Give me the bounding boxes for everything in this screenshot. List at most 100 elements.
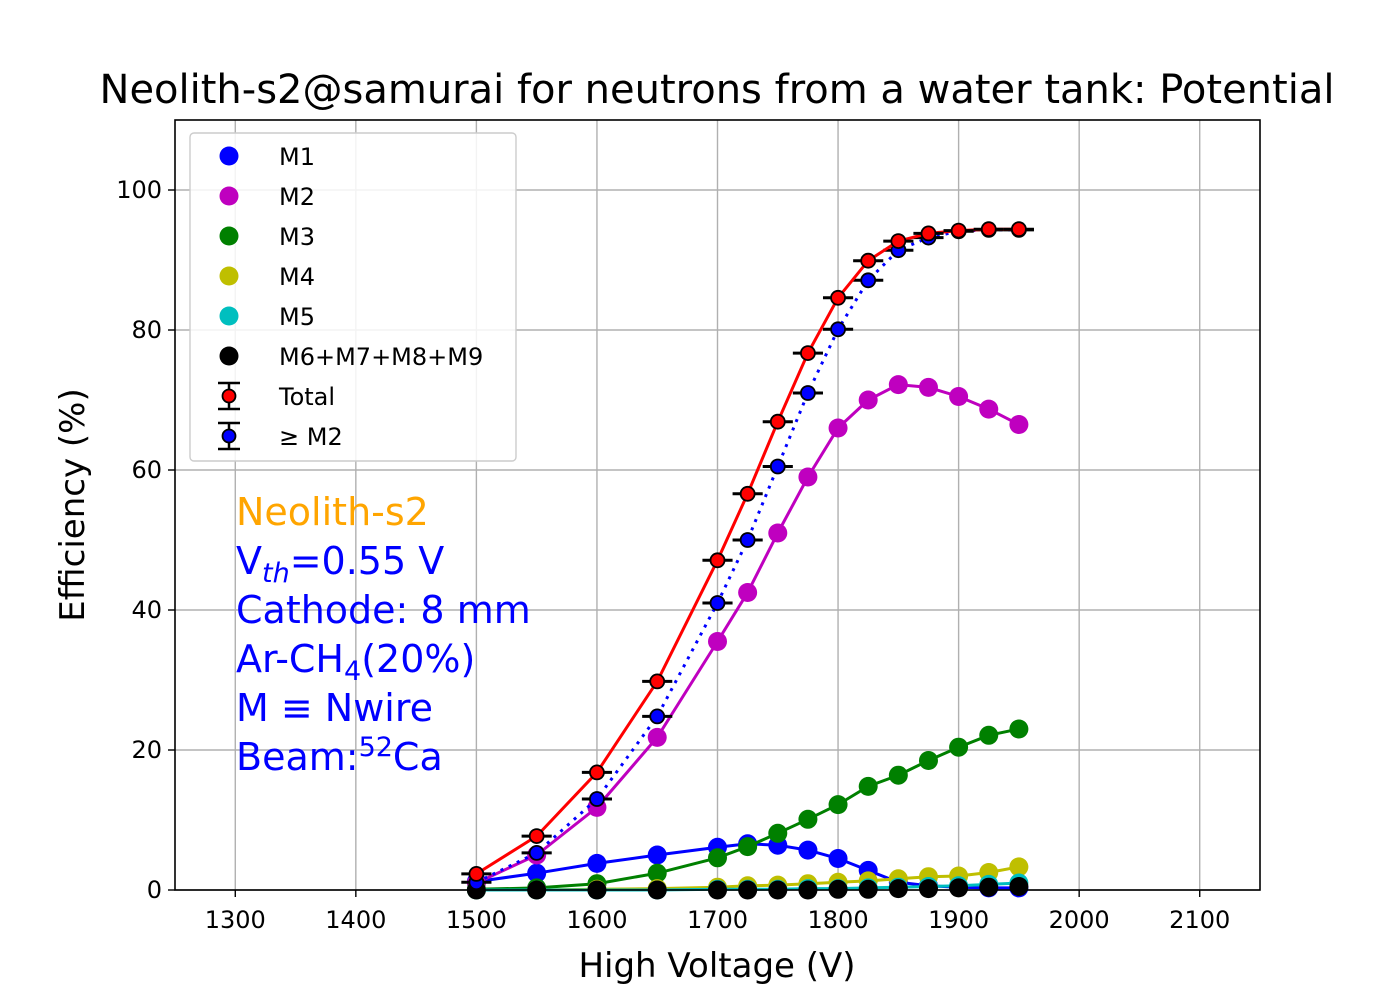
- data-point: [647, 863, 667, 883]
- y-tick-label: 60: [131, 456, 162, 484]
- data-point: [830, 289, 846, 306]
- annotation-beam: Beam:52Ca: [236, 732, 443, 779]
- x-tick-label: 1900: [928, 906, 989, 934]
- data-point: [798, 809, 818, 829]
- y-tick-label: 20: [131, 736, 162, 764]
- data-point: [828, 795, 848, 815]
- legend-marker: [221, 388, 237, 404]
- legend-label: M3: [279, 223, 315, 251]
- data-point: [949, 387, 969, 406]
- data-point: [647, 727, 667, 747]
- y-tick-label: 80: [131, 316, 162, 344]
- data-point: [828, 849, 848, 868]
- data-point: [800, 345, 816, 362]
- y-axis-label: Efficiency (%): [53, 388, 93, 621]
- data-point: [738, 583, 758, 602]
- legend-label: M2: [279, 183, 315, 211]
- y-tick-label: 100: [116, 176, 162, 204]
- x-tick-label: 1800: [808, 906, 869, 934]
- legend-entry: M5: [219, 303, 315, 331]
- legend-entry: M1: [219, 143, 315, 171]
- legend-label: M5: [279, 303, 315, 331]
- series-Total: [461, 221, 1034, 882]
- x-tick-label: 1500: [446, 906, 507, 934]
- legend-label: ≥ M2: [279, 423, 343, 451]
- legend-marker: [219, 266, 239, 286]
- legend-entry: M6+M7+M8+M9: [219, 343, 483, 371]
- data-point: [858, 776, 878, 796]
- data-point: [888, 765, 908, 785]
- annotation-detector: Neolith-s2: [236, 490, 429, 534]
- data-point: [709, 552, 726, 569]
- annotation-cathode: Cathode: 8 mm: [236, 588, 531, 632]
- data-point: [979, 725, 999, 745]
- data-point: [950, 222, 967, 239]
- legend-box: [189, 132, 517, 462]
- x-tick-label: 1700: [687, 906, 748, 934]
- data-point: [1009, 415, 1029, 434]
- legend: M1 M2 M3 M4 M5 M6+M7+M8+M9 Total ≥ M2: [189, 132, 517, 462]
- data-point: [949, 737, 969, 757]
- data-point: [860, 272, 877, 289]
- legend-marker: [219, 306, 239, 326]
- data-point: [798, 840, 818, 860]
- data-point: [769, 413, 786, 430]
- data-point: [768, 823, 788, 843]
- data-point: [649, 673, 666, 690]
- data-point: [528, 845, 545, 861]
- legend-marker: [221, 428, 237, 444]
- x-tick-label: 1300: [205, 906, 266, 934]
- x-tick-label: 2000: [1049, 906, 1110, 934]
- data-point: [708, 632, 727, 651]
- legend-entry: Total: [218, 381, 335, 411]
- data-point: [1010, 221, 1027, 238]
- annotation-multiplicity: M ≡ Nwire: [236, 686, 433, 730]
- data-point: [1009, 877, 1029, 896]
- data-point: [828, 418, 848, 438]
- data-point: [468, 866, 485, 882]
- legend-marker: [219, 346, 239, 366]
- annotation-threshold: Vth=0.55 V: [236, 539, 444, 589]
- legend-label: M1: [279, 143, 315, 171]
- data-point: [979, 877, 999, 897]
- data-point: [768, 523, 788, 543]
- data-point: [860, 252, 877, 269]
- data-point: [979, 399, 999, 419]
- legend-marker: [219, 186, 239, 206]
- legend-marker: [219, 146, 239, 166]
- data-point: [527, 863, 547, 883]
- data-point: [739, 532, 756, 548]
- data-point: [649, 708, 666, 725]
- series-line: [475, 228, 1019, 884]
- data-point: [589, 764, 605, 781]
- data-point: [920, 225, 937, 242]
- legend-entry: M4: [219, 263, 315, 291]
- data-point: [738, 837, 758, 857]
- data-point: [769, 458, 786, 475]
- data-point: [589, 791, 605, 807]
- data-point: [888, 879, 908, 899]
- data-point: [890, 233, 907, 250]
- x-axis-label: High Voltage (V): [578, 946, 855, 986]
- legend-entry: M3: [219, 223, 315, 251]
- legend-label: M6+M7+M8+M9: [279, 343, 483, 371]
- data-point: [949, 878, 969, 898]
- legend-marker: [219, 226, 239, 246]
- data-point: [647, 845, 667, 865]
- data-point: [980, 221, 997, 238]
- data-point: [709, 595, 726, 611]
- x-tick-label: 1600: [566, 906, 627, 934]
- x-tick-label: 2100: [1169, 906, 1230, 934]
- legend-entry: ≥ M2: [218, 421, 343, 451]
- y-tick-label: 0: [147, 876, 162, 904]
- data-point: [798, 467, 818, 487]
- data-point: [1009, 857, 1029, 877]
- chart-title: Neolith-s2@samurai for neutrons from a w…: [100, 67, 1335, 113]
- data-point: [858, 390, 878, 410]
- data-point: [739, 485, 756, 502]
- annotation-gas: Ar-CH4(20%): [236, 637, 475, 687]
- axis-ticks: 1300 1400 1500 1600 1700 1800 1900 2000 2100 0 20 4…: [116, 176, 1230, 934]
- data-point: [918, 377, 938, 397]
